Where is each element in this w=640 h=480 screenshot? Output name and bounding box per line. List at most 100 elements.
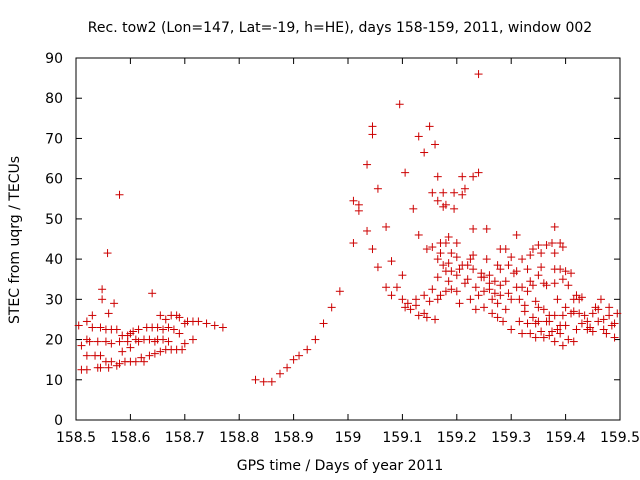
data-point [452,271,461,280]
data-point [115,337,124,346]
data-point [392,283,401,292]
data-point [534,271,543,280]
data-point [501,277,510,286]
data-point [515,317,524,326]
data-point [518,283,527,292]
data-point [586,323,595,332]
data-point [431,140,440,149]
data-point [251,375,260,384]
data-point [387,291,396,300]
data-point [556,329,565,338]
data-point [82,317,91,326]
y-tick-label: 0 [54,413,63,429]
x-tick-label: 158.9 [274,430,314,446]
data-point [537,263,546,272]
data-point [542,281,551,290]
y-tick-label: 30 [45,292,63,308]
data-point [548,239,556,248]
data-point [550,249,559,258]
data-point [101,337,110,346]
data-point [542,241,551,250]
x-tick-label: 159 [335,430,362,446]
data-point [545,317,554,326]
data-point [335,287,344,296]
x-axis-ticks [75,58,621,420]
data-point [373,263,382,272]
data-point [507,325,516,334]
data-point [368,245,377,254]
x-tick-label: 159.4 [546,430,586,446]
data-point [569,295,578,304]
data-point [455,299,464,308]
data-point [588,327,597,336]
data-point [452,239,461,248]
data-point [98,285,107,294]
data-point [512,230,521,239]
data-point [455,265,464,274]
data-point [425,297,434,306]
data-point [88,323,97,332]
data-point [496,265,505,274]
data-point [594,317,603,326]
data-point [107,357,116,366]
data-point [145,335,154,344]
data-point [599,325,608,334]
data-point [534,303,543,312]
data-point [153,323,162,332]
data-point [526,251,535,260]
y-axis-tick-labels: 0 10 20 30 40 50 60 70 80 90 [45,51,63,429]
data-point [485,285,494,294]
data-point [77,341,86,350]
data-point [545,331,554,340]
data-point [537,327,546,336]
data-point [458,190,467,199]
data-point [507,253,516,262]
data-point [110,299,119,308]
data-point [82,351,91,360]
data-point [558,275,567,284]
data-point [202,319,211,328]
data-point [526,329,535,338]
data-point [319,319,328,328]
data-point [602,329,611,338]
data-point [441,239,450,248]
data-point [569,337,578,346]
data-point [439,261,448,270]
data-point [474,70,483,79]
data-point [406,305,415,314]
data-point [501,245,510,254]
data-point [115,190,124,199]
data-point [439,188,448,197]
data-point [188,335,197,344]
data-point [458,172,467,181]
data-point [129,327,138,336]
data-point [583,317,592,326]
data-point [480,273,488,282]
data-point [512,267,521,276]
data-point [267,377,276,386]
data-point [469,172,478,181]
data-point [518,255,527,264]
data-point [420,291,429,300]
data-point [283,363,292,372]
data-point [382,222,391,231]
data-point [428,285,437,294]
data-point [425,122,434,131]
data-point [610,333,619,342]
data-point [460,184,469,193]
x-tick-label: 159.3 [491,430,531,446]
data-point [428,188,437,197]
data-point [577,293,586,302]
data-point [572,325,581,334]
data-point [599,315,608,324]
data-point [564,335,573,344]
data-point [515,295,524,304]
data-point [422,245,431,254]
data-point [482,255,491,264]
data-point [96,363,105,372]
data-point [433,255,442,264]
x-tick-label: 158.7 [165,430,205,446]
x-tick-label: 159.5 [600,430,640,446]
data-point [414,132,423,141]
